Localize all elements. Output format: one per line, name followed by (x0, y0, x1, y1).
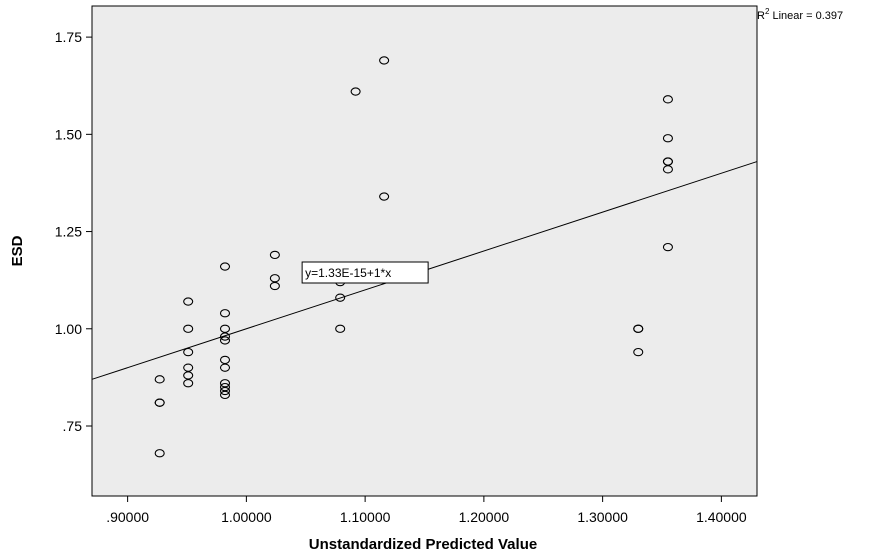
plot-area (91, 5, 758, 497)
y-tick-label: 1.75 (55, 29, 82, 45)
data-point (662, 165, 673, 174)
data-point (183, 324, 194, 333)
data-point (269, 250, 280, 260)
data-point (183, 363, 194, 372)
data-point (269, 281, 280, 291)
data-point (379, 56, 390, 65)
x-tick-label: 1.00000 (221, 509, 272, 525)
data-point (219, 336, 231, 345)
x-tick-label: 1.20000 (459, 509, 510, 525)
data-point (633, 324, 644, 333)
r-squared-value: Linear = 0.397 (769, 10, 843, 22)
data-point (662, 134, 673, 143)
fit-equation-box-border (301, 261, 429, 284)
data-point (219, 324, 231, 333)
data-point (219, 309, 231, 318)
fit-equation-box: y=1.33E-15+1*x (301, 261, 429, 284)
data-point (219, 363, 231, 372)
y-tick-label: 1.00 (55, 321, 82, 337)
y-tick-label: .75 (63, 418, 83, 434)
data-point (662, 242, 673, 252)
data-points-layer (154, 56, 673, 458)
data-point (379, 192, 390, 201)
data-point (219, 332, 231, 341)
y-tick-label: 1.25 (55, 224, 82, 240)
data-point (183, 347, 194, 357)
r-squared-letter: R (757, 10, 765, 22)
x-axis-title: Unstandardized Predicted Value (309, 536, 537, 553)
data-point (219, 382, 231, 392)
data-point (662, 95, 673, 104)
y-axis-ticks: .75 1.00 1.25 1.50 1.75 (55, 29, 92, 434)
x-tick-label: 1.10000 (340, 509, 391, 525)
data-point (633, 347, 644, 357)
data-point (350, 87, 361, 96)
x-axis-ticks: .90000 1.00000 1.10000 1.20000 1.30000 1.4000… (106, 496, 747, 525)
data-point (219, 379, 231, 388)
data-point (662, 157, 673, 166)
x-tick-label: 1.40000 (696, 509, 747, 525)
fit-equation-label: y=1.33E-15+1*x (305, 266, 391, 280)
r-squared-label: R2 Linear = 0.397 (757, 7, 843, 22)
data-point (219, 355, 231, 365)
data-point (183, 379, 194, 388)
x-tick-label: 1.30000 (577, 509, 628, 525)
y-tick-label: 1.50 (55, 126, 82, 142)
r-squared-superscript: 2 (765, 7, 770, 16)
data-point (219, 390, 231, 400)
data-point (219, 262, 231, 271)
data-point (154, 398, 165, 407)
x-tick-label: .90000 (106, 509, 149, 525)
data-point (335, 293, 346, 302)
data-point (154, 375, 165, 384)
data-point (183, 297, 194, 306)
data-point (335, 324, 346, 333)
data-point (183, 371, 194, 380)
data-point (154, 449, 165, 458)
y-axis-title: ESD (9, 235, 26, 266)
data-point (219, 386, 231, 396)
data-point (269, 274, 280, 283)
